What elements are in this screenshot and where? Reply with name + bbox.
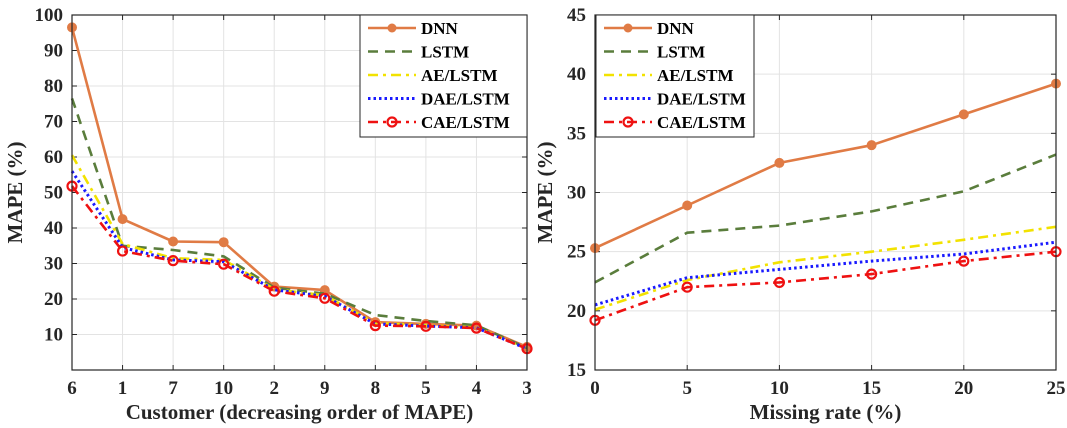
y-tick-label: 70 [44, 112, 63, 133]
x-tick-label: 6 [67, 378, 77, 399]
legend-label: CAE/LSTM [657, 113, 746, 132]
legend-label: DNN [657, 19, 695, 38]
chart-panel-1: 10 20 30 40 50 60 70 80 90 100 6 1 7 10 2 9 8 5 4 3 Customer… [3, 5, 533, 424]
axes-frame [594, 14, 1057, 371]
data-point [470, 322, 483, 334]
y-tick-label: 10 [44, 325, 63, 346]
data-point [116, 245, 129, 257]
data-point [866, 140, 877, 151]
series-line-ae-lstm [594, 225, 1057, 311]
y-tick-label: 45 [567, 5, 586, 26]
data-point [268, 285, 280, 297]
x-tick-label: 4 [472, 378, 482, 399]
x-tick-label: 1 [118, 378, 128, 399]
data-point [773, 276, 786, 289]
legend-label: LSTM [421, 43, 469, 62]
y-tick-label: 30 [44, 254, 63, 275]
series-line-lstm [594, 153, 1057, 284]
legend: DNN LSTM AE/LSTM DAE/LSTM CAE/LSTM [359, 14, 528, 138]
y-tick-label: 80 [44, 76, 63, 97]
x-tick-label: 5 [682, 378, 692, 399]
y-tick-label: 20 [44, 289, 63, 310]
data-point [681, 281, 693, 293]
x-tick-label: 9 [320, 378, 330, 399]
data-point [682, 200, 693, 211]
series-line-dae-lstm [70, 170, 528, 351]
data-point [167, 255, 179, 267]
legend-marker [386, 116, 398, 128]
data-point [218, 258, 230, 270]
x-tick-label: 7 [168, 378, 178, 399]
x-tick-label: 10 [214, 378, 233, 399]
x-tick-label: 0 [590, 378, 600, 399]
data-point [218, 237, 229, 248]
legend-box [595, 14, 755, 138]
data-point [774, 157, 785, 168]
y-tick-label: 90 [44, 41, 63, 62]
x-tick-label: 10 [770, 378, 789, 399]
x-tick-label: 5 [421, 378, 431, 399]
legend-label: DNN [421, 19, 459, 38]
data-point [168, 236, 179, 247]
y-tick-label: 50 [44, 183, 63, 204]
data-point [865, 268, 878, 280]
legend-label: CAE/LSTM [421, 113, 510, 132]
legend-marker [387, 23, 397, 33]
x-tick-label: 3 [522, 378, 532, 399]
chart-panel-2: 15 20 25 30 35 40 45 0 5 10 15 20 25 Missing rate (%)… [533, 5, 1066, 424]
series-line-cae-lstm [594, 250, 1057, 322]
y-axis-label: MAPE (%) [533, 141, 557, 243]
series-line-dnn [70, 27, 528, 349]
y-tick-label: 30 [567, 183, 586, 204]
data-point [958, 255, 970, 267]
y-tick-label: 20 [567, 301, 586, 322]
y-axis-label: MAPE (%) [3, 141, 27, 243]
series-line-cae-lstm [70, 185, 528, 350]
x-axis-label: Customer (decreasing order of MAPE) [126, 400, 474, 424]
series-group [66, 22, 533, 355]
x-tick-label: 8 [371, 378, 381, 399]
y-tick-label: 35 [567, 123, 586, 144]
axes-frame [71, 14, 528, 371]
x-tick-label: 20 [954, 378, 973, 399]
x-tick-label: 2 [269, 378, 279, 399]
legend-label: DAE/LSTM [657, 90, 746, 109]
legend-marker [622, 116, 634, 128]
series-group [589, 78, 1062, 326]
legend: DNN LSTM AE/LSTM DAE/LSTM CAE/LSTM [595, 14, 755, 138]
legend-label: AE/LSTM [657, 66, 734, 85]
y-tick-label: 60 [44, 147, 63, 168]
data-point [117, 214, 128, 225]
x-tick-label: 15 [862, 378, 881, 399]
y-tick-label: 15 [567, 360, 586, 381]
data-point [319, 292, 331, 304]
x-tick-label: 25 [1047, 378, 1066, 399]
legend-marker [623, 23, 633, 33]
legend-label: AE/LSTM [421, 66, 498, 85]
x-axis-label: Missing rate (%) [750, 400, 902, 424]
series-line-lstm [70, 97, 528, 350]
legend-box [359, 14, 528, 138]
data-point [369, 320, 381, 332]
y-tick-label: 40 [567, 64, 586, 85]
data-point [958, 109, 969, 120]
y-tick-label: 100 [35, 5, 64, 26]
y-tick-label: 25 [567, 242, 586, 263]
y-tick-label: 40 [44, 218, 63, 239]
data-point [420, 320, 432, 332]
series-line-ae-lstm [70, 154, 528, 350]
legend-label: DAE/LSTM [421, 90, 510, 109]
legend-label: LSTM [657, 43, 705, 62]
series-line-dnn [594, 82, 1057, 250]
